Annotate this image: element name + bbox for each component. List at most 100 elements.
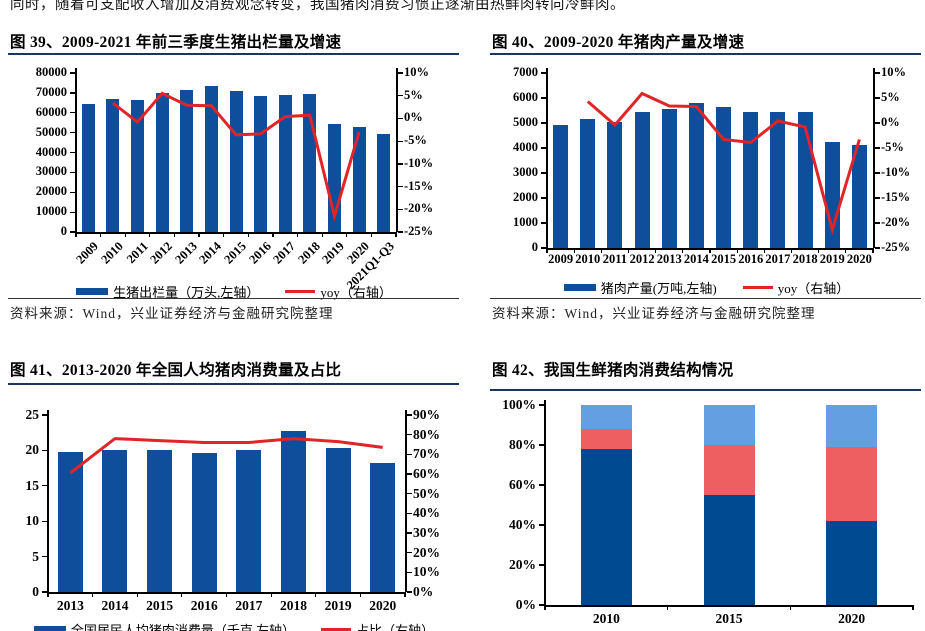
figure-41: 图 41、2013-2020 年全国人均猪肉消费量及占比 全国居民人均猪肉消费量… <box>8 356 460 631</box>
secondary-y-axis-tick-label: 90% <box>413 407 440 422</box>
y-axis-tick-label: 50000 <box>35 124 67 139</box>
x-axis-tick <box>92 593 94 597</box>
stacked-bar-segment <box>703 445 755 495</box>
y-axis-tick-label: 80% <box>509 437 536 452</box>
secondary-y-axis-tick <box>406 493 412 495</box>
legend-label: yoy（右轴） <box>777 281 850 296</box>
secondary-y-axis-tick <box>406 552 412 554</box>
x-axis-tick <box>315 593 317 597</box>
figure-42: 图 42、我国生鲜猪肉消费结构情况 100% 80% 60% 40% 20% 0% 2010… <box>490 356 923 631</box>
x-axis-tick <box>124 233 126 237</box>
secondary-y-axis-tick <box>397 231 403 233</box>
x-axis-tick <box>404 593 406 597</box>
y-axis-tick-label: 0% <box>515 597 536 612</box>
y-axis-tick <box>539 444 544 446</box>
bar <box>325 448 351 592</box>
y-axis-tick <box>70 191 75 193</box>
x-axis-tick-label: 2014 <box>683 252 709 266</box>
secondary-y-axis-tick <box>874 247 880 249</box>
bar <box>352 127 366 232</box>
x-axis-tick <box>359 593 361 597</box>
secondary-y-axis-tick-label: -15% <box>404 178 434 193</box>
y-axis-tick <box>541 247 546 249</box>
x-axis-tick <box>736 249 738 253</box>
legend-label: 全国居民人均猪肉消费量（千克,左轴） <box>70 623 296 631</box>
x-axis-tick-label: 2020 <box>838 611 866 626</box>
trend-line-path <box>586 91 861 236</box>
y-axis-tick-label: 5000 <box>513 115 538 129</box>
x-axis-tick <box>763 249 765 253</box>
bar <box>229 91 243 232</box>
x-axis-tick <box>346 233 348 237</box>
y-axis-tick <box>541 147 546 149</box>
stacked-bar-segment <box>703 405 755 445</box>
y-axis-tick-label: 10 <box>25 513 40 529</box>
stacked-bar-segment <box>826 447 878 521</box>
y-axis-tick-label: 25 <box>25 407 40 422</box>
stacked-bar-segment <box>580 449 632 605</box>
y-axis-tick-label: 70000 <box>35 84 67 99</box>
x-axis-tick <box>912 606 914 610</box>
bar <box>377 134 391 232</box>
stacked-bar-segment <box>703 495 755 605</box>
secondary-y-axis-tick-label: 10% <box>881 65 906 79</box>
y-axis-tick-label: 20% <box>509 557 536 572</box>
x-axis-tick <box>682 249 684 253</box>
x-axis-line <box>546 248 874 250</box>
secondary-y-axis-tick <box>874 122 880 124</box>
bar <box>191 453 217 592</box>
legend-item: yoy（右轴） <box>285 282 392 301</box>
secondary-y-axis-line <box>396 68 398 232</box>
bar <box>236 449 262 592</box>
bar <box>607 121 623 248</box>
title-divider <box>490 53 921 56</box>
body-paragraph: 同时，随着可支配收入增加及消费观念转变，我国猪肉消费习惯正逐渐由热鲜肉转向冷鲜肉… <box>10 0 625 13</box>
y-axis-tick <box>42 591 47 593</box>
legend-item: 占比（右轴） <box>321 620 434 631</box>
title-divider <box>490 389 921 392</box>
y-axis-tick-label: 40% <box>509 517 536 532</box>
secondary-y-axis-tick-label: -20% <box>881 215 911 229</box>
secondary-y-axis-tick-label: 80% <box>413 426 440 442</box>
secondary-y-axis-tick-label: 0% <box>413 584 434 599</box>
source-divider <box>490 298 921 299</box>
bar <box>204 85 218 232</box>
figure-40-legend: 猪肉产量(万吨,左轴) yoy（右轴） <box>490 278 923 297</box>
secondary-y-axis-tick <box>397 185 403 188</box>
y-axis-tick-label: 60% <box>509 477 536 492</box>
secondary-y-axis-tick <box>874 72 880 74</box>
y-axis-tick <box>541 172 546 174</box>
figure-41-title: 图 41、2013-2020 年全国人均猪肉消费量及占比 <box>10 362 342 379</box>
y-axis-tick-label: 7000 <box>513 65 538 79</box>
x-axis-tick <box>573 249 575 253</box>
y-axis-tick <box>70 211 75 213</box>
y-axis-tick-label: 100% <box>502 397 536 412</box>
x-axis-tick <box>845 249 847 253</box>
y-axis-tick-label: 80000 <box>35 65 67 79</box>
secondary-y-axis-tick <box>397 140 403 142</box>
y-axis-line <box>47 410 49 592</box>
x-axis-tick <box>872 249 874 253</box>
secondary-y-axis-tick <box>874 197 880 199</box>
secondary-y-axis-tick-label: 30% <box>413 525 440 540</box>
x-axis-tick-label: 2011 <box>602 252 628 266</box>
figure-39-title: 图 39、2009-2021 年前三季度生猪出栏量及增速 <box>10 34 342 51</box>
secondary-y-axis-tick <box>397 117 403 120</box>
x-axis-line <box>75 232 397 234</box>
figure-40-source: 资料来源：Wind，兴业证券经济与金融研究院整理 <box>492 306 816 321</box>
y-axis-tick <box>539 604 544 606</box>
x-axis-tick-label: 2018 <box>792 252 818 266</box>
y-axis-tick <box>539 404 544 406</box>
legend-line-swatch <box>321 628 352 631</box>
x-axis-tick-label: 2013 <box>56 598 84 613</box>
legend-label: 生猪出栏量（万头,左轴） <box>113 285 260 300</box>
bar <box>131 100 145 232</box>
legend-item: 全国居民人均猪肉消费量（千克,左轴） <box>33 620 296 631</box>
legend-bar-swatch <box>76 288 109 295</box>
secondary-y-axis-tick-label: 5% <box>881 90 900 104</box>
secondary-y-axis-tick <box>406 512 412 515</box>
y-axis-tick-label: 6000 <box>513 90 538 104</box>
figure-42-title: 图 42、我国生鲜猪肉消费结构情况 <box>492 362 734 379</box>
x-axis-tick <box>100 233 102 237</box>
y-axis-tick-label: 3000 <box>513 165 538 179</box>
